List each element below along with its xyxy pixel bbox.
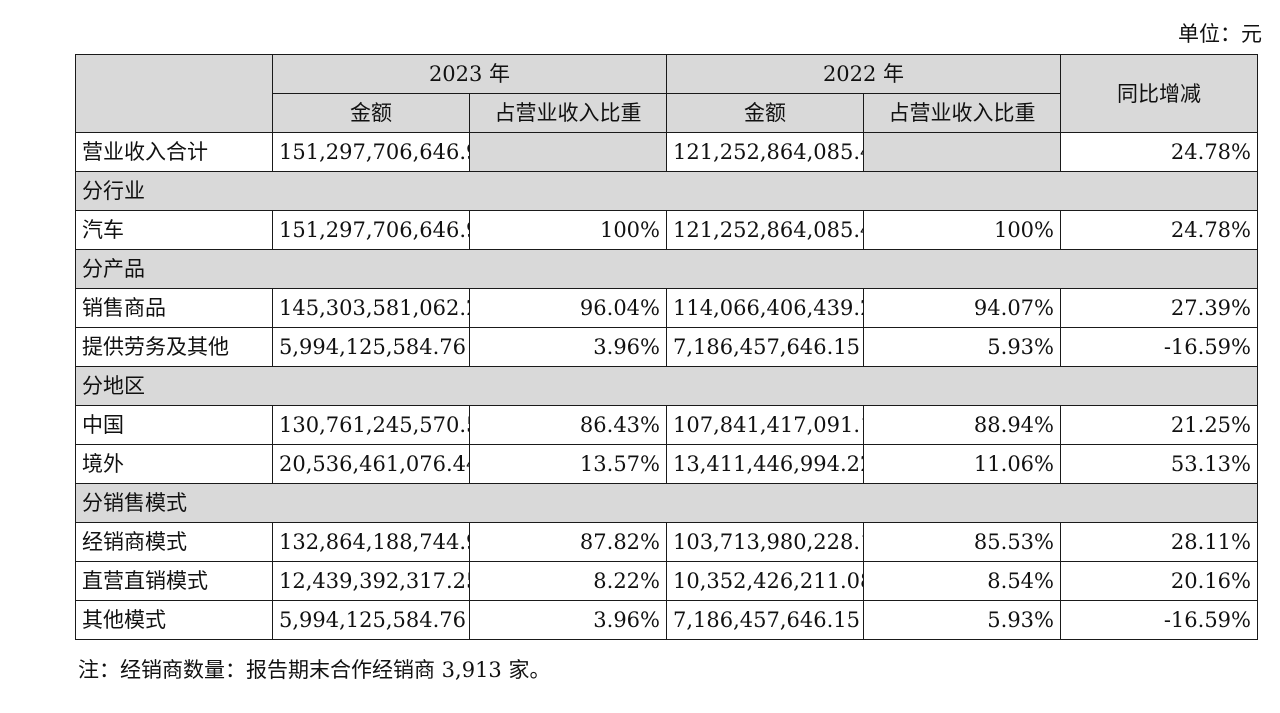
section-row: 分地区 (75, 366, 1258, 406)
ratio-2022-cell: 88.94% (863, 405, 1061, 445)
row-label: 提供劳务及其他 (75, 327, 273, 367)
ratio-2023-cell: 100% (469, 210, 667, 250)
table-body: 2023 年 2022 年 同比增减 金额 占营业收入比重 金额 占营业收入比重… (75, 54, 1258, 640)
section-row: 分产品 (75, 249, 1258, 289)
table-row: 汽车151,297,706,646.97100%121,252,864,085.… (75, 210, 1258, 250)
yoy-cell: 27.39% (1060, 288, 1258, 328)
row-label: 营业收入合计 (75, 132, 273, 172)
ratio-2022-cell: 11.06% (863, 444, 1061, 484)
header-amount-2022: 金额 (666, 93, 864, 133)
amount-2023-cell: 132,864,188,744.96 (272, 522, 470, 562)
amount-2022-cell: 121,252,864,085.40 (666, 210, 864, 250)
table-row: 中国130,761,245,570.5386.43%107,841,417,09… (75, 405, 1258, 445)
footnote: 注：经销商数量：报告期末合作经销商 3,913 家。 (78, 658, 551, 682)
ratio-2022-cell: 85.53% (863, 522, 1061, 562)
header-row-years: 2023 年 2022 年 同比增减 (75, 54, 1258, 133)
header-year-2023: 2023 年 (272, 54, 667, 94)
table-row: 直营直销模式 12,439,392,317.25 8.22% 10,352,426,2… (75, 561, 1258, 601)
table-row: 境外 20,536,461,076.44 13.57% 13,411,446,994.… (75, 444, 1258, 484)
yoy-cell: 24.78% (1060, 132, 1258, 172)
amount-2022-cell: 10,352,426,211.08 (666, 561, 864, 601)
ratio-2022-cell: 5.93% (863, 327, 1061, 367)
ratio-2023-cell: 3.96% (469, 600, 667, 640)
amount-2023-cell: 5,994,125,584.76 (272, 600, 470, 640)
row-label: 汽车 (75, 210, 273, 250)
table-row: 经销商模式132,864,188,744.9687.82%103,713,980… (75, 522, 1258, 562)
yoy-cell: 21.25% (1060, 405, 1258, 445)
ratio-2023-cell: 96.04% (469, 288, 667, 328)
row-label: 中国 (75, 405, 273, 445)
row-label: 销售商品 (75, 288, 273, 328)
header-ratio-2023: 占营业收入比重 (469, 93, 667, 133)
header-yoy: 同比增减 (1060, 54, 1258, 133)
row-label: 直营直销模式 (75, 561, 273, 601)
ratio-2022-cell (863, 132, 1061, 172)
amount-2023-cell: 5,994,125,584.76 (272, 327, 470, 367)
amount-2022-cell: 107,841,417,091.18 (666, 405, 864, 445)
section-row: 分行业 (75, 171, 1258, 211)
yoy-cell: 28.11% (1060, 522, 1258, 562)
ratio-2023-cell: 87.82% (469, 522, 667, 562)
amount-2022-cell: 13,411,446,994.22 (666, 444, 864, 484)
section-label: 分销售模式 (75, 483, 1258, 523)
row-label: 境外 (75, 444, 273, 484)
header-row-columns: 金额 占营业收入比重 金额 占营业收入比重 (76, 93, 1258, 133)
amount-2023-cell: 145,303,581,062.21 (272, 288, 470, 328)
row-label: 其他模式 (75, 600, 273, 640)
section-label: 分行业 (75, 171, 1258, 211)
ratio-2022-cell: 100% (863, 210, 1061, 250)
header-amount-2023: 金额 (272, 93, 470, 133)
ratio-2023-cell: 8.22% (469, 561, 667, 601)
revenue-table: 2023 年 2022 年 同比增减 金额 占营业收入比重 金额 占营业收入比重… (75, 54, 1258, 640)
amount-2022-cell: 121,252,864,085.40 (666, 132, 864, 172)
row-label: 经销商模式 (75, 522, 273, 562)
ratio-2022-cell: 8.54% (863, 561, 1061, 601)
header-year-2022: 2022 年 (666, 54, 1061, 94)
section-label: 分地区 (75, 366, 1258, 406)
amount-2023-cell: 12,439,392,317.25 (272, 561, 470, 601)
section-row: 分销售模式 (75, 483, 1258, 523)
ratio-2023-cell: 3.96% (469, 327, 667, 367)
amount-2022-cell: 114,066,406,439.25 (666, 288, 864, 328)
yoy-cell: -16.59% (1060, 600, 1258, 640)
ratio-2022-cell: 94.07% (863, 288, 1061, 328)
unit-label: 单位：元 (1178, 22, 1262, 46)
amount-2022-cell: 7,186,457,646.15 (666, 327, 864, 367)
amount-2023-cell: 130,761,245,570.53 (272, 405, 470, 445)
ratio-2023-cell: 86.43% (469, 405, 667, 445)
table-row: 其他模式 5,994,125,584.76 3.96% 7,186,457,646.1… (75, 600, 1258, 640)
ratio-2023-cell: 13.57% (469, 444, 667, 484)
header-corner-cell (75, 54, 273, 133)
table-row: 提供劳务及其他 5,994,125,584.76 3.96% 7,186,457,64… (75, 327, 1258, 367)
amount-2023-cell: 151,297,706,646.97 (272, 210, 470, 250)
yoy-cell: -16.59% (1060, 327, 1258, 367)
amount-2023-cell: 20,536,461,076.44 (272, 444, 470, 484)
amount-2022-cell: 7,186,457,646.15 (666, 600, 864, 640)
table-row: 销售商品145,303,581,062.2196.04%114,066,406,… (75, 288, 1258, 328)
ratio-2022-cell: 5.93% (863, 600, 1061, 640)
yoy-cell: 24.78% (1060, 210, 1258, 250)
section-label: 分产品 (75, 249, 1258, 289)
header-ratio-2022: 占营业收入比重 (863, 93, 1061, 133)
yoy-cell: 53.13% (1060, 444, 1258, 484)
ratio-2023-cell (469, 132, 667, 172)
amount-2023-cell: 151,297,706,646.97 (272, 132, 470, 172)
amount-2022-cell: 103,713,980,228.17 (666, 522, 864, 562)
yoy-cell: 20.16% (1060, 561, 1258, 601)
